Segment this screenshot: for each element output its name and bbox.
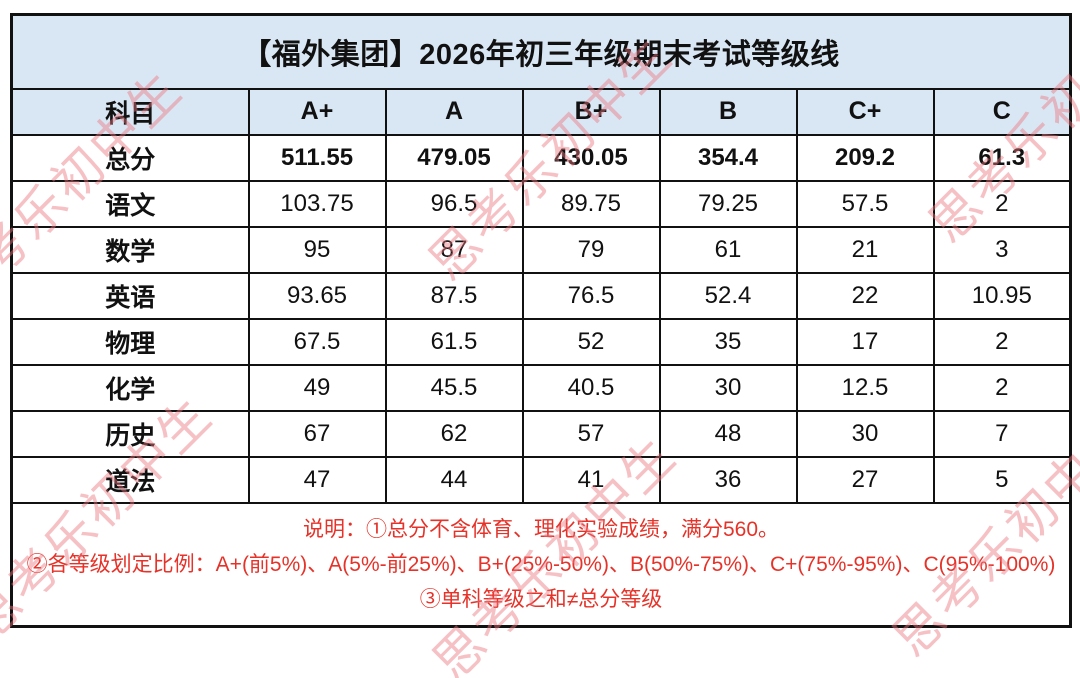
- subject-label: 化学: [10, 363, 250, 412]
- score-cell: 35: [658, 317, 798, 366]
- subject-label: 英语: [10, 271, 250, 320]
- score-cell: 79: [521, 225, 661, 274]
- column-header-grade: A: [384, 87, 524, 136]
- table-row: 化学 49 45.5 40.5 30 12.5 2: [10, 363, 1072, 412]
- score-cell: 62: [384, 409, 524, 458]
- score-cell: 21: [795, 225, 935, 274]
- column-header-grade: C+: [795, 87, 935, 136]
- note-line: ②各等级划定比例：A+(前5%)、A(5%-前25%)、B+(25%-50%)、…: [26, 552, 1056, 576]
- score-cell: 61: [658, 225, 798, 274]
- column-header-grade: B+: [521, 87, 661, 136]
- subject-label: 历史: [10, 409, 250, 458]
- table-body: 总分 511.55 479.05 430.05 354.4 209.2 61.3 语文 103.…: [10, 133, 1072, 504]
- score-cell: 57: [521, 409, 661, 458]
- score-cell: 209.2: [795, 133, 935, 182]
- score-cell: 7: [932, 409, 1072, 458]
- score-cell: 430.05: [521, 133, 661, 182]
- score-cell: 47: [247, 455, 387, 504]
- score-cell: 48: [658, 409, 798, 458]
- score-cell: 93.65: [247, 271, 387, 320]
- score-cell: 89.75: [521, 179, 661, 228]
- subject-label: 数学: [10, 225, 250, 274]
- table-row: 道法 47 44 41 36 27 5: [10, 455, 1072, 504]
- subject-label: 物理: [10, 317, 250, 366]
- score-cell: 95: [247, 225, 387, 274]
- score-cell: 87: [384, 225, 524, 274]
- score-cell: 45.5: [384, 363, 524, 412]
- score-cell: 27: [795, 455, 935, 504]
- score-cell: 67.5: [247, 317, 387, 366]
- score-cell: 2: [932, 179, 1072, 228]
- column-header-grade: C: [932, 87, 1072, 136]
- table-row: 语文 103.75 96.5 89.75 79.25 57.5 2: [10, 179, 1072, 228]
- score-cell: 57.5: [795, 179, 935, 228]
- score-cell: 67: [247, 409, 387, 458]
- table-row: 物理 67.5 61.5 52 35 17 2: [10, 317, 1072, 366]
- score-cell: 354.4: [658, 133, 798, 182]
- score-cell: 44: [384, 455, 524, 504]
- table-row: 数学 95 87 79 61 21 3: [10, 225, 1072, 274]
- subject-label: 语文: [10, 179, 250, 228]
- score-cell: 5: [932, 455, 1072, 504]
- score-cell: 10.95: [932, 271, 1072, 320]
- score-cell: 76.5: [521, 271, 661, 320]
- score-cell: 103.75: [247, 179, 387, 228]
- grade-line-table: 【福外集团】2026年初三年级期末考试等级线 科目 A+ A B+ B C+ C 总分 511…: [10, 13, 1073, 628]
- score-cell: 511.55: [247, 133, 387, 182]
- table-row: 历史 67 62 57 48 30 7: [10, 409, 1072, 458]
- score-cell: 2: [932, 363, 1072, 412]
- table-row: 总分 511.55 479.05 430.05 354.4 209.2 61.3: [10, 133, 1072, 182]
- score-cell: 30: [795, 409, 935, 458]
- column-header-subject: 科目: [10, 87, 250, 136]
- score-cell: 3: [932, 225, 1072, 274]
- notes-row: 说明：①总分不含体育、理化实验成绩，满分560。 ②各等级划定比例：A+(前5%)…: [10, 501, 1072, 628]
- note-line: 说明：①总分不含体育、理化实验成绩，满分560。: [303, 517, 780, 541]
- score-cell: 40.5: [521, 363, 661, 412]
- score-cell: 61.3: [932, 133, 1072, 182]
- score-cell: 17: [795, 317, 935, 366]
- score-cell: 61.5: [384, 317, 524, 366]
- table-row: 英语 93.65 87.5 76.5 52.4 22 10.95: [10, 271, 1072, 320]
- score-cell: 52: [521, 317, 661, 366]
- score-cell: 22: [795, 271, 935, 320]
- score-cell: 36: [658, 455, 798, 504]
- score-cell: 79.25: [658, 179, 798, 228]
- title-row: 【福外集团】2026年初三年级期末考试等级线: [10, 13, 1072, 90]
- score-cell: 30: [658, 363, 798, 412]
- score-cell: 12.5: [795, 363, 935, 412]
- subject-label: 道法: [10, 455, 250, 504]
- score-cell: 479.05: [384, 133, 524, 182]
- notes-area: 说明：①总分不含体育、理化实验成绩，满分560。 ②各等级划定比例：A+(前5%)…: [10, 501, 1072, 628]
- column-header-grade: A+: [247, 87, 387, 136]
- table-title: 【福外集团】2026年初三年级期末考试等级线: [10, 13, 1072, 90]
- score-cell: 87.5: [384, 271, 524, 320]
- score-cell: 2: [932, 317, 1072, 366]
- score-cell: 41: [521, 455, 661, 504]
- subject-label: 总分: [10, 133, 250, 182]
- column-header-grade: B: [658, 87, 798, 136]
- score-cell: 49: [247, 363, 387, 412]
- column-header-row: 科目 A+ A B+ B C+ C: [10, 87, 1072, 136]
- score-cell: 52.4: [658, 271, 798, 320]
- score-cell: 96.5: [384, 179, 524, 228]
- note-line: ③单科等级之和≠总分等级: [419, 587, 663, 611]
